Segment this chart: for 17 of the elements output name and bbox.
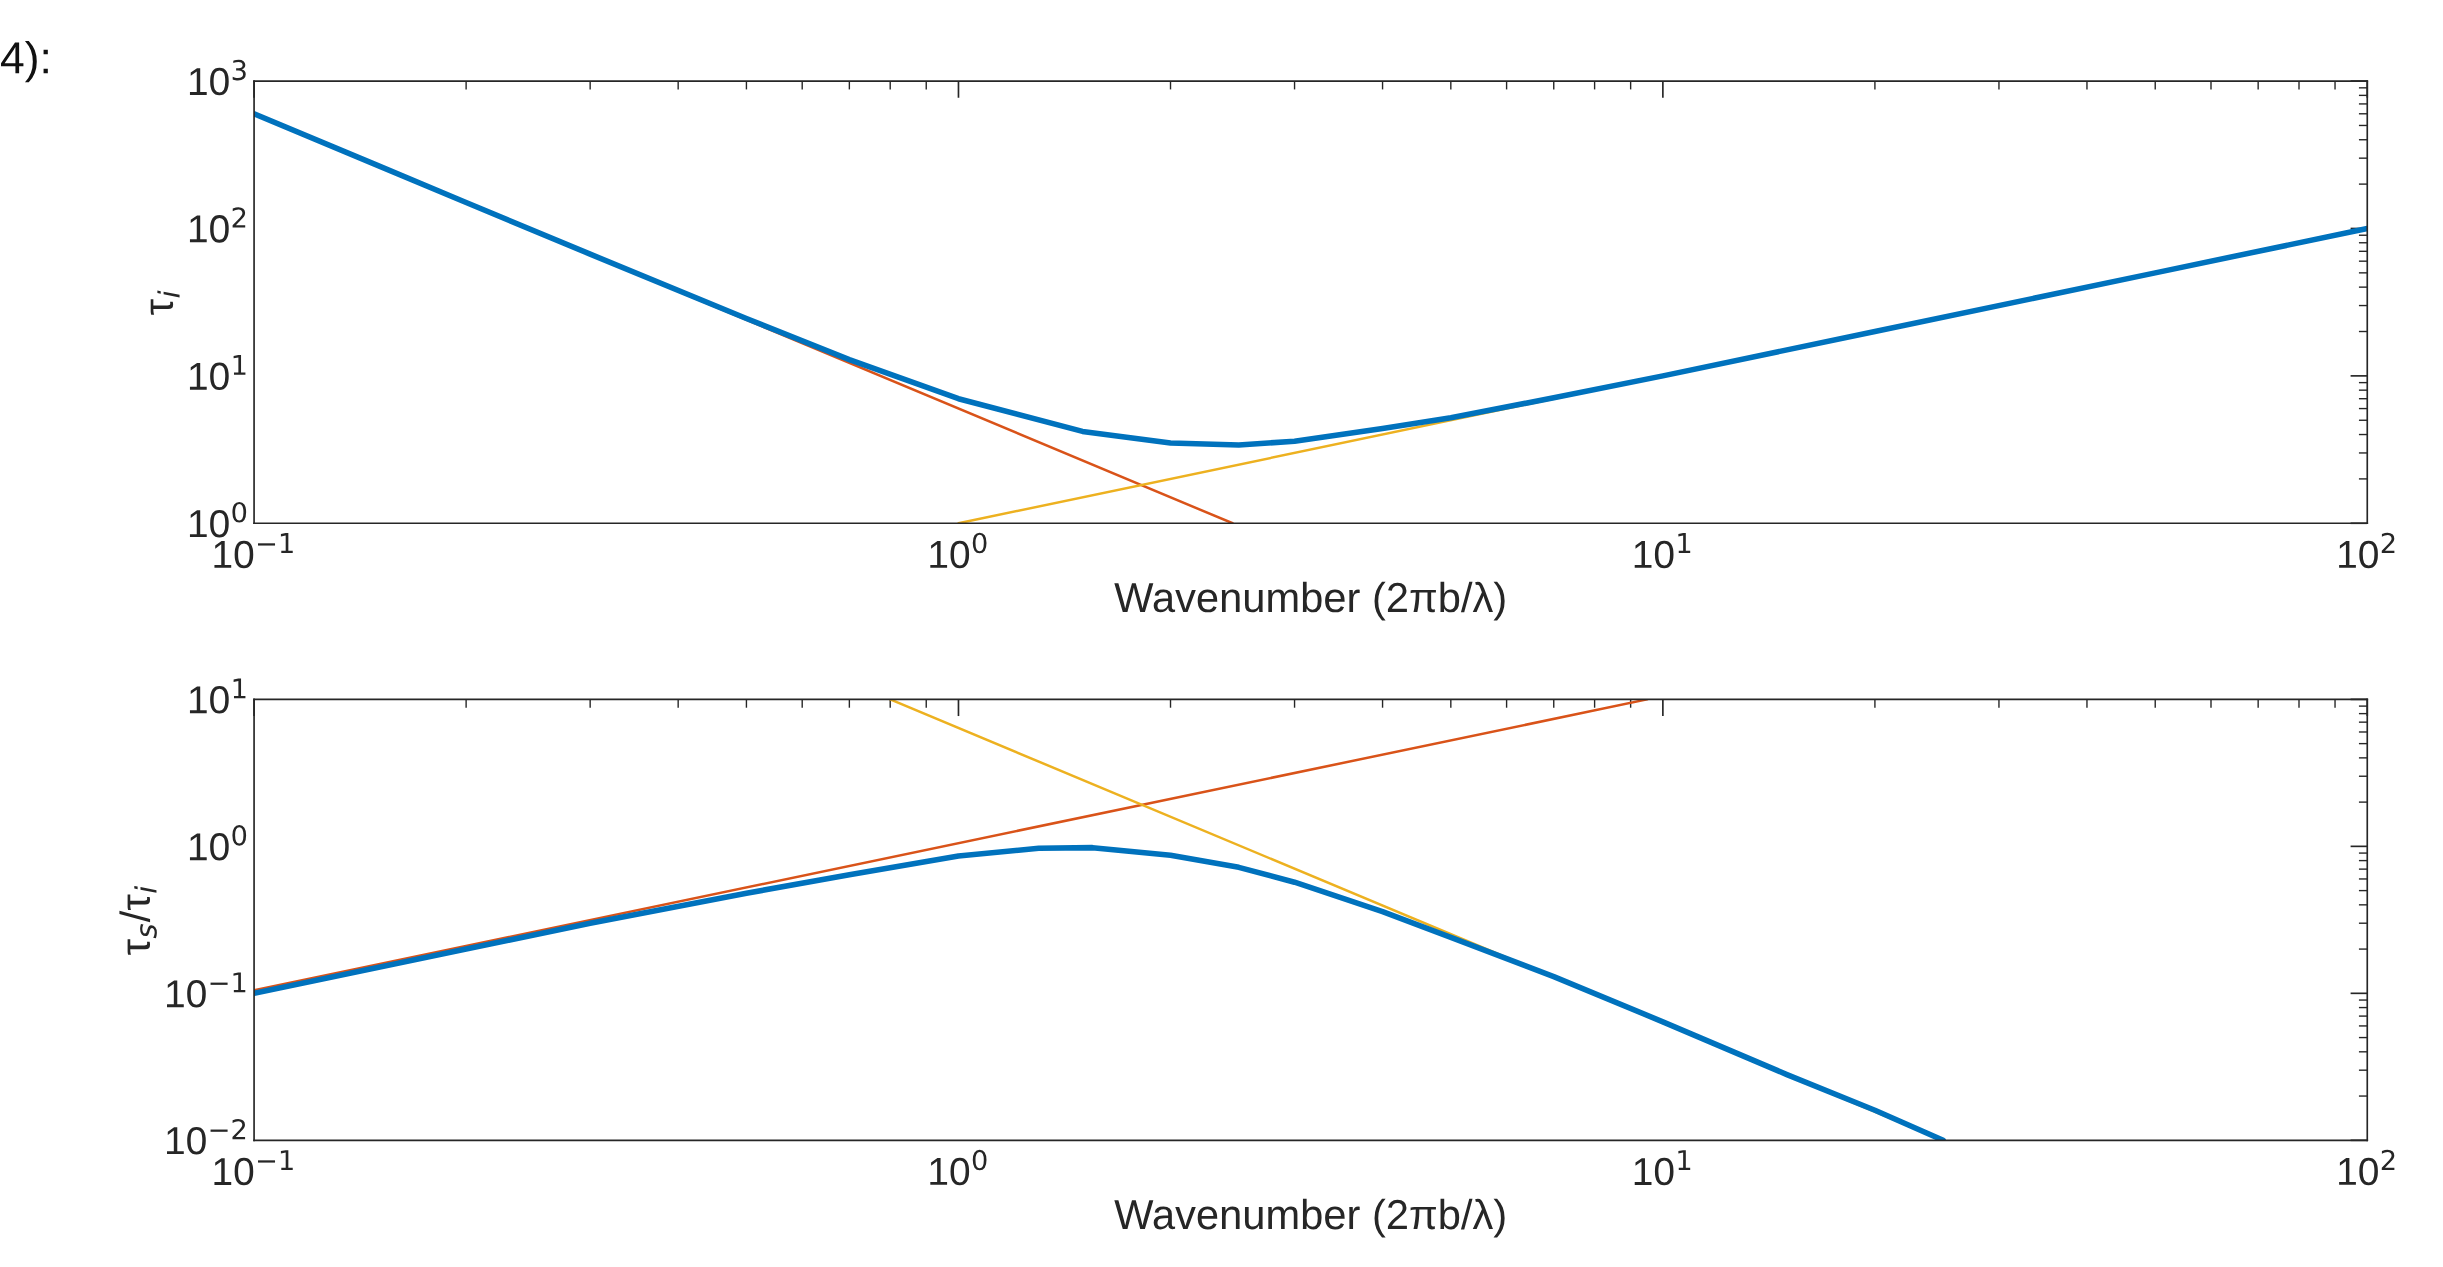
x-axis-title: Wavenumber (2πb/λ) bbox=[1114, 581, 1505, 621]
x-tick-label: 10$^{1}$ bbox=[1634, 533, 1691, 569]
x-tick-label: 10$^{1}$ bbox=[1634, 1150, 1691, 1186]
y-tick-label: 10$^{0}$ bbox=[189, 825, 247, 861]
y-tick-label: 10$^{1}$ bbox=[189, 678, 246, 714]
y-tick-label: 10$^{3}$ bbox=[189, 59, 246, 96]
x-axis-title: Wavenumber (2πb/λ) bbox=[1114, 1198, 1505, 1238]
x-tick-label: 10$^{2}$ bbox=[2339, 1149, 2395, 1186]
y-axis-title: τ$_{i}$ bbox=[150, 290, 180, 315]
x-tick-label: 10$^{2}$ bbox=[2339, 532, 2395, 569]
x-tick-label: 10$^{0}$ bbox=[930, 532, 987, 569]
x-tick-label: 10$^{0}$ bbox=[930, 1149, 987, 1186]
text: 4): bbox=[1, 40, 48, 83]
y-tick-label: 10$^{2}$ bbox=[189, 207, 246, 243]
y-tick-label: 10$^{−1}$ bbox=[167, 972, 246, 1008]
y-axis-title: τ$_{s}$/τ$_{i}$ bbox=[119, 885, 157, 955]
y-tick-label: 10$^{1}$ bbox=[189, 354, 246, 391]
